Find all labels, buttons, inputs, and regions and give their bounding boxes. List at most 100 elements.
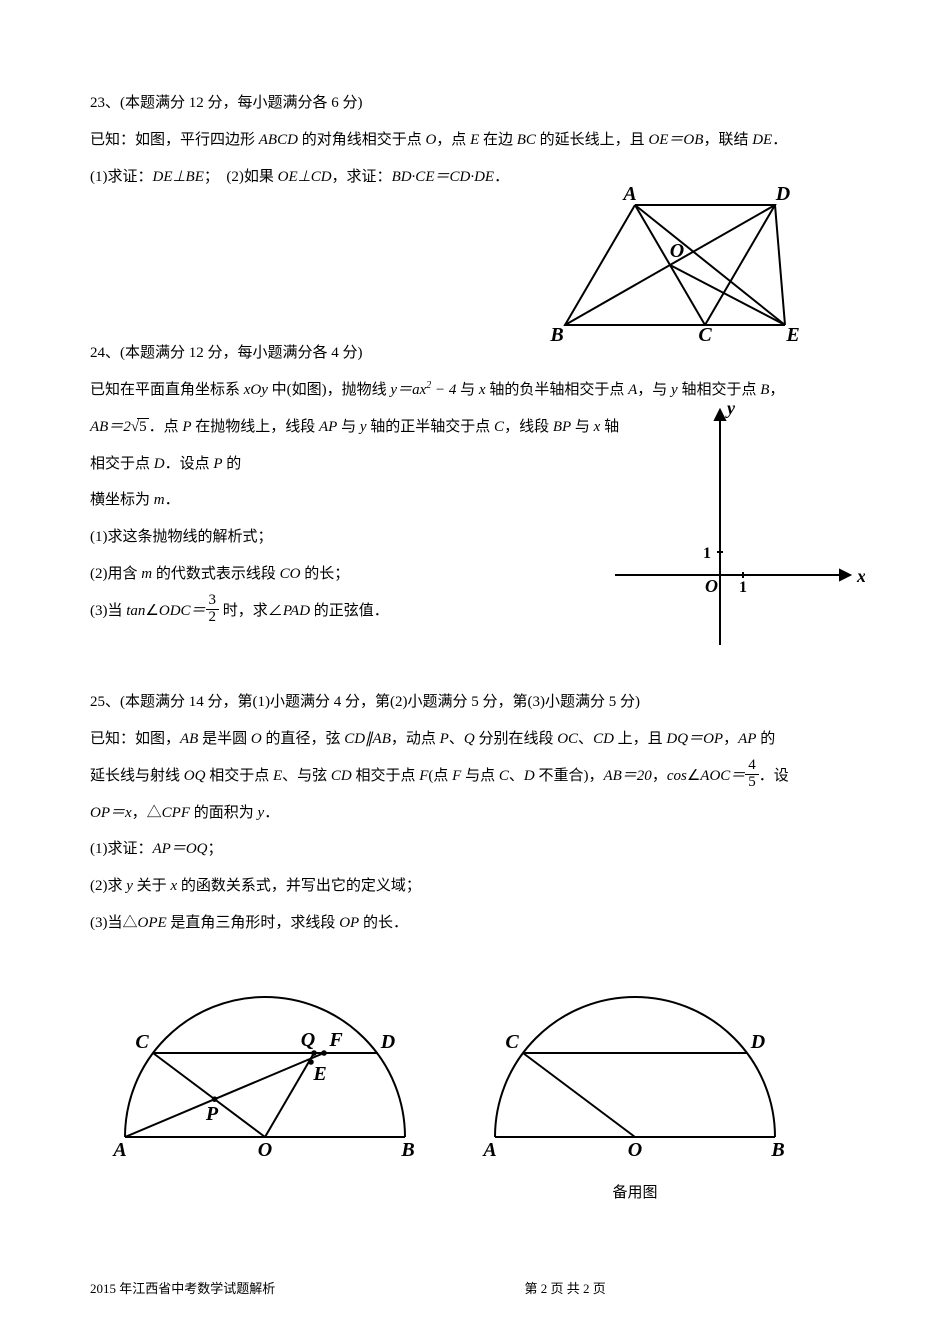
lbl-O: O [670, 240, 684, 262]
txt: 中(如图)，抛物线 [268, 382, 391, 398]
sym: OC [557, 731, 578, 747]
p25-stem-2: 延长线与射线 OQ 相交于点 E、与弦 CD 相交于点 F(点 F 与点 C、D… [90, 758, 855, 795]
sym: E [470, 132, 479, 148]
p23-stem-1: 已知：如图，平行四边形 ABCD 的对角线相交于点 O，点 E 在边 BC 的延… [90, 122, 855, 159]
lbl-D: D [775, 185, 790, 205]
txt: 的 [756, 731, 775, 747]
sym: O [425, 132, 436, 148]
txt: 与 [337, 419, 360, 435]
sym: OP＝x [90, 805, 132, 821]
lbl-A: A [621, 185, 636, 205]
txt: ．点 [149, 419, 183, 435]
p25-header: 25、(本题满分 14 分，第(1)小题满分 4 分，第(2)小题满分 5 分，… [90, 684, 855, 721]
lbl-E: E [312, 1063, 326, 1085]
footer-left: 2015 年江西省中考数学试题解析 [90, 1278, 275, 1297]
txt: 轴的正半轴交于点 [367, 419, 495, 435]
sym: BD·CE＝CD·DE [392, 169, 495, 185]
frac-45: 45 [745, 758, 759, 791]
p25-stem-1: 已知：如图，AB 是半圆 O 的直径，弦 CD∥AB，动点 P、Q 分别在线段 … [90, 721, 855, 758]
p24-header: 24、(本题满分 12 分，每小题满分各 4 分) [90, 335, 855, 372]
sym: y＝ax2 − 4 [390, 382, 456, 398]
sym: AB＝20 [603, 768, 651, 784]
txt: 的直径，弦 [262, 731, 345, 747]
lbl-x: x [856, 566, 865, 586]
sym: PAD [283, 603, 310, 619]
txt: 是半圆 [198, 731, 251, 747]
p24-svg: x y O 1 1 [615, 400, 865, 650]
lbl-O: O [258, 1139, 272, 1161]
sym: P [213, 456, 222, 472]
sym: xOy [244, 382, 268, 398]
sym: y [360, 419, 367, 435]
sym: DE [752, 132, 772, 148]
txt: ． [264, 805, 279, 821]
txt: 在边 [479, 132, 517, 148]
problem-25: 25、(本题满分 14 分，第(1)小题满分 4 分，第(2)小题满分 5 分，… [90, 684, 855, 1201]
sym: AP＝OQ [153, 841, 208, 857]
sym: CPF [162, 805, 190, 821]
txt: 轴的负半轴相交于点 [486, 382, 629, 398]
txt: 、 [578, 731, 593, 747]
p23-header: 23、(本题满分 12 分，每小题满分各 6 分) [90, 85, 855, 122]
txt: 横坐标为 [90, 492, 154, 508]
txt: 、 [509, 768, 524, 784]
txt: 的长． [359, 915, 408, 931]
sym: E [273, 768, 282, 784]
sym: ABCD [259, 132, 298, 148]
page-footer: 2015 年江西省中考数学试题解析 第 2 页 共 2 页 [90, 1278, 855, 1297]
sym: CD [331, 768, 352, 784]
txt: 、 [449, 731, 464, 747]
sym: AP [738, 731, 756, 747]
txt: 是直角三角形时，求线段 [167, 915, 340, 931]
txt: (2)用含 [90, 566, 141, 582]
txt: 的对角线相交于点 [298, 132, 426, 148]
txt: ．设 [759, 768, 789, 784]
sym: OQ [184, 768, 206, 784]
lbl-O2: O [628, 1139, 642, 1161]
txt: 轴相交于点 [678, 382, 761, 398]
sym: Q [464, 731, 475, 747]
txt: ， [769, 382, 784, 398]
sym: O [251, 731, 262, 747]
txt: 已知在平面直角坐标系 [90, 382, 244, 398]
txt: ，线段 [504, 419, 553, 435]
txt: 的延长线上，且 [536, 132, 649, 148]
sym: OE⊥CD [278, 169, 332, 185]
txt: (2)求 [90, 878, 126, 894]
lbl-D2: D [750, 1031, 765, 1053]
sym: C [494, 419, 504, 435]
txt: ，求证： [332, 169, 392, 185]
p25-svg-main: A B O C D P Q F E [100, 972, 430, 1172]
lbl-A2: A [481, 1139, 496, 1161]
sym: DE⊥BE [153, 169, 204, 185]
lbl-A: A [111, 1139, 126, 1161]
p25-figures: A B O C D P Q F E [100, 972, 855, 1202]
sym: y [671, 382, 678, 398]
txt: 、与弦 [282, 768, 331, 784]
txt: (3)当△ [90, 915, 138, 931]
txt: 的代数式表示线段 [152, 566, 280, 582]
sym: OPE [138, 915, 167, 931]
p25-q3: (3)当△OPE 是直角三角形时，求线段 OP 的长． [90, 905, 855, 942]
sym: m [154, 492, 165, 508]
p25-figure-backup: A B O C D 备用图 [470, 972, 800, 1202]
sym: y [126, 878, 133, 894]
lbl-B2: B [770, 1139, 784, 1161]
txt: 上，且 [614, 731, 667, 747]
txt: 不重合)， [535, 768, 604, 784]
lbl-B: B [400, 1139, 414, 1161]
sym: CD [593, 731, 614, 747]
txt: 与点 [461, 768, 499, 784]
txt: 相交于点 [205, 768, 273, 784]
txt: ， [723, 731, 738, 747]
sqrt5: 5 [131, 409, 149, 446]
p25-figure-main: A B O C D P Q F E [100, 972, 430, 1202]
problem-24: 24、(本题满分 12 分，每小题满分各 4 分) 已知在平面直角坐标系 xOy… [90, 335, 855, 684]
txt: 时，求∠ [219, 603, 283, 619]
lbl-O: O [705, 576, 718, 596]
txt: ，动点 [391, 731, 440, 747]
txt: ． [772, 132, 787, 148]
txt: 的 [223, 456, 242, 472]
p25-q2: (2)求 y 关于 x 的函数关系式，并写出它的定义域； [90, 868, 855, 905]
txt: ，联结 [703, 132, 752, 148]
